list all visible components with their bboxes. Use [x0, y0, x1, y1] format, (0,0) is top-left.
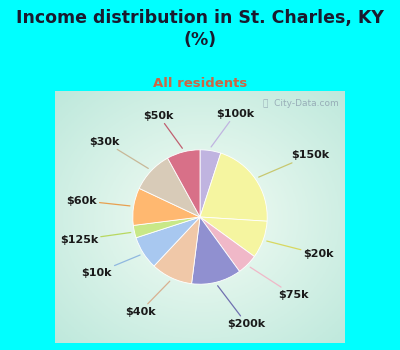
Text: $60k: $60k	[66, 196, 130, 206]
Text: $10k: $10k	[81, 255, 140, 278]
Wedge shape	[136, 217, 200, 266]
Text: ⓘ  City-Data.com: ⓘ City-Data.com	[263, 99, 339, 107]
Text: $125k: $125k	[60, 232, 131, 245]
Wedge shape	[200, 150, 221, 217]
Wedge shape	[133, 188, 200, 225]
Wedge shape	[168, 150, 200, 217]
Wedge shape	[200, 153, 267, 221]
Wedge shape	[154, 217, 200, 284]
Text: $75k: $75k	[250, 267, 308, 300]
Text: $150k: $150k	[259, 150, 329, 177]
Text: All residents: All residents	[153, 77, 247, 90]
Text: $50k: $50k	[144, 111, 182, 148]
Text: Income distribution in St. Charles, KY
(%): Income distribution in St. Charles, KY (…	[16, 9, 384, 49]
Text: $200k: $200k	[218, 286, 266, 329]
Wedge shape	[200, 217, 267, 257]
Text: $20k: $20k	[267, 241, 334, 259]
Text: $40k: $40k	[125, 281, 170, 317]
Wedge shape	[139, 158, 200, 217]
Wedge shape	[133, 217, 200, 238]
Wedge shape	[200, 217, 254, 271]
Text: $100k: $100k	[211, 109, 254, 147]
Wedge shape	[192, 217, 240, 284]
Text: $30k: $30k	[89, 136, 148, 168]
